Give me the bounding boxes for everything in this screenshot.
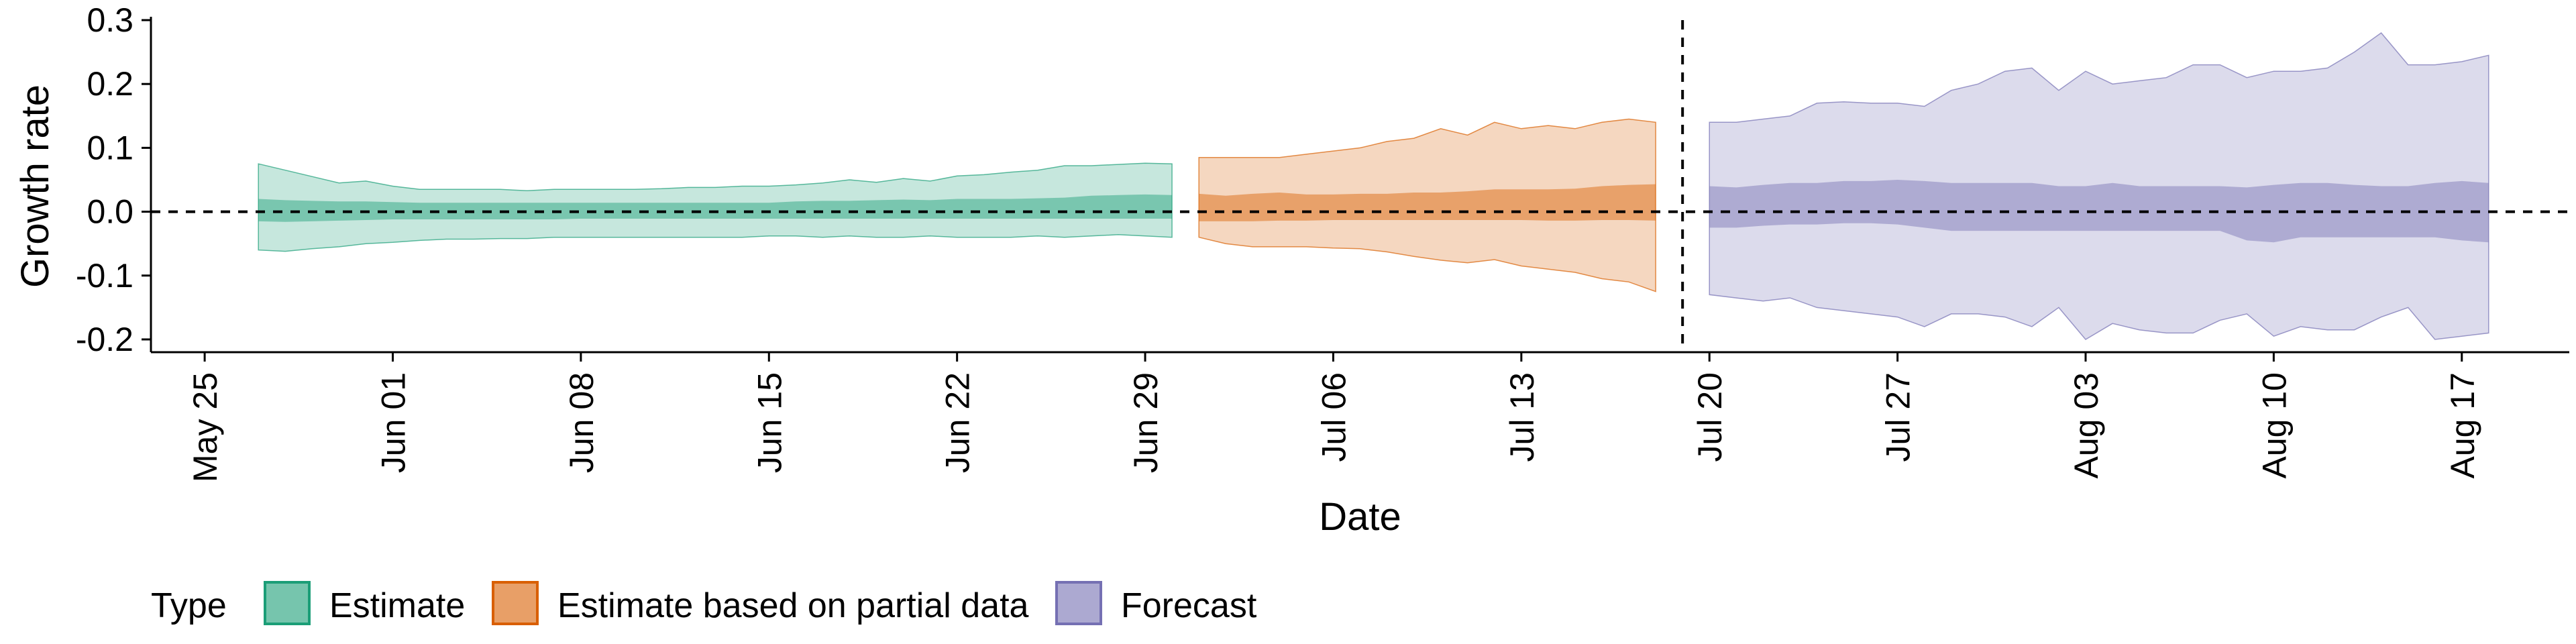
y-axis-title: Growth rate	[13, 85, 57, 288]
x-tick-label: Aug 17	[2444, 372, 2481, 478]
legend-title: Type	[151, 586, 227, 625]
series-bands	[258, 32, 2489, 340]
legend-label-forecast: Forecast	[1121, 586, 1257, 625]
estimate-based-on-partial-data-band-50	[1199, 184, 1656, 221]
axes: 0.3 0.2 0.1 0.0 -0.1 -0.2 May 25 Jun 01 Jun 08 Ju…	[76, 1, 2569, 482]
legend-swatch-estimate-based-on-partial-data	[492, 581, 539, 625]
estimate-band-50	[258, 194, 1173, 222]
y-tick-label: 0.0	[87, 193, 133, 231]
legend: Type Estimate Estimate based on partial d…	[151, 581, 1257, 625]
y-tick-label: -0.2	[76, 321, 133, 358]
y-tick-label: 0.1	[87, 129, 133, 166]
estimate-band-90	[258, 162, 1173, 252]
x-axis-title: Date	[1319, 495, 1401, 539]
legend-swatch-forecast	[1055, 581, 1102, 625]
y-tick-label: 0.2	[87, 65, 133, 103]
x-tick-label: Jul 27	[1880, 372, 1917, 462]
x-tick-label: Aug 03	[2068, 372, 2105, 478]
x-tick-label: Jul 06	[1315, 372, 1352, 462]
forecast-band-90	[1709, 32, 2489, 340]
estimate-based-on-partial-data-band-90	[1198, 118, 1656, 292]
reference-lines	[151, 20, 2569, 352]
legend-swatch-estimate	[264, 581, 311, 625]
x-tick-label: Jul 20	[1691, 372, 1729, 462]
y-tick-label: 0.3	[87, 1, 133, 39]
x-tick-label: May 25	[186, 372, 224, 482]
x-tick-label: Jul 13	[1503, 372, 1541, 462]
x-tick-label: Jun 29	[1127, 372, 1165, 473]
x-tick-label: Aug 10	[2255, 372, 2293, 478]
forecast-band-50	[1709, 180, 2489, 243]
legend-label-estimate-based-on-partial-data: Estimate based on partial data	[557, 586, 1029, 625]
y-tick-label: -0.1	[76, 257, 133, 294]
x-tick-label: Jun 01	[375, 372, 413, 473]
x-tick-label: Jun 22	[939, 372, 977, 473]
x-tick-label: Jun 08	[563, 372, 600, 473]
legend-label-estimate: Estimate	[329, 586, 465, 625]
x-tick-label: Jun 15	[751, 372, 788, 473]
